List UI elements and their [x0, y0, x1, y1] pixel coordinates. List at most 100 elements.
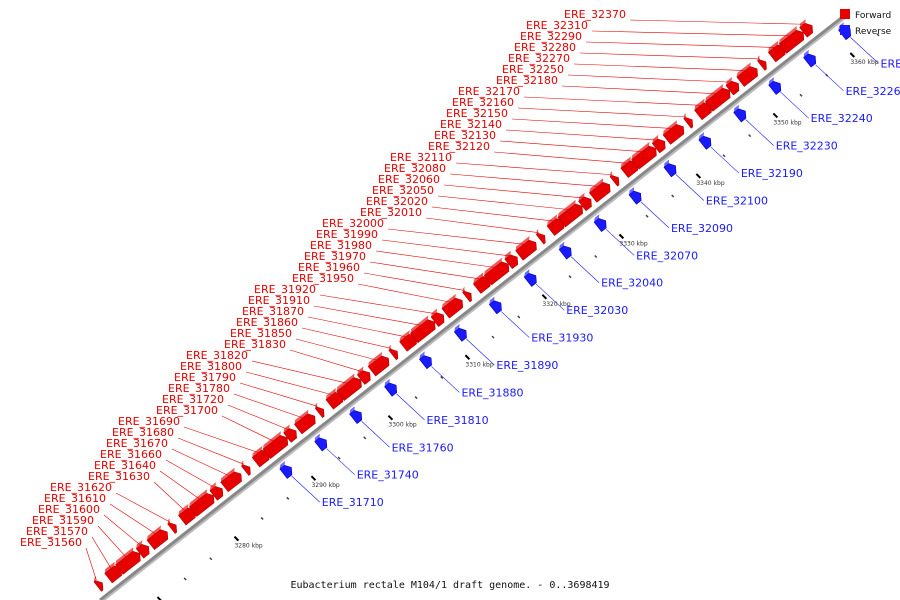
forward-gene-block [620, 156, 639, 178]
forward-gene-block [725, 76, 740, 96]
forward-label-leader [567, 74, 731, 83]
forward-gene-label: ERE_32060 [378, 173, 440, 186]
reverse-label-leader [640, 201, 670, 229]
forward-label-leader [109, 503, 156, 534]
forward-label-leader [573, 63, 746, 71]
reverse-gene-block [419, 351, 432, 370]
forward-gene-block [367, 351, 390, 377]
forward-gene-label: ERE_32140 [440, 118, 502, 131]
forward-label-leader [437, 195, 569, 210]
forward-gene-label: ERE_32120 [428, 140, 490, 153]
forward-gene-block [430, 308, 445, 327]
reverse-label-leader [431, 366, 460, 393]
forward-gene-label: ERE_31570 [26, 525, 88, 538]
reverse-label-leader [536, 283, 565, 311]
forward-label-leader [505, 129, 657, 141]
forward-gene-label: ERE_32290 [520, 30, 582, 43]
strand-legend: Forward Reverse [840, 9, 892, 37]
forward-gene-label: ERE_31970 [304, 250, 366, 263]
reverse-gene-block [628, 186, 642, 205]
forward-gene-label: ERE_31590 [32, 514, 94, 527]
forward-gene-label: ERE_31980 [310, 239, 372, 252]
reverse-gene-label: ERE_32190 [741, 167, 803, 180]
axis-minor-tick [414, 396, 418, 400]
forward-label-leader [227, 404, 289, 430]
reverse-label-leader [675, 174, 705, 201]
legend-forward-label: Forward [855, 11, 891, 21]
forward-label-leader [443, 184, 583, 199]
forward-label-leader [233, 393, 303, 419]
forward-gene-label: ERE_32020 [366, 195, 428, 208]
axis-tick-label: 3290 kbp [311, 482, 339, 489]
forward-gene-block [683, 113, 694, 129]
forward-gene-block [167, 518, 177, 534]
reverse-label-leader [291, 475, 320, 503]
forward-gene-label: ERE_32080 [384, 162, 446, 175]
forward-label-leader [387, 228, 524, 245]
forward-label-leader [449, 173, 598, 187]
forward-gene-block [462, 286, 472, 303]
forward-gene-label: ERE_32180 [496, 74, 558, 87]
reverse-gene-block [384, 378, 398, 397]
reverse-gene-label: ERE_32230 [776, 140, 838, 153]
reverse-gene-label: ERE_32090 [671, 222, 733, 235]
forward-gene-label: ERE_31780 [168, 382, 230, 395]
reverse-gene-label: ERE_31710 [322, 496, 384, 509]
forward-gene-block [336, 373, 362, 402]
reverse-label-leader [326, 448, 355, 475]
forward-gene-block [441, 293, 464, 319]
reverse-label-leader [501, 311, 530, 338]
forward-gene-block [93, 576, 104, 592]
reverse-gene-label: ERE_32030 [566, 304, 628, 317]
forward-gene-label: ERE_31960 [298, 261, 360, 274]
reverse-gene-label: ERE_32100 [706, 194, 768, 207]
forward-gene-label: ERE_32050 [372, 184, 434, 197]
forward-label-leader [499, 140, 642, 152]
forward-gene-block [283, 424, 297, 443]
axis-tick-label: 3300 kbp [388, 422, 416, 429]
reverse-label-leader [815, 64, 844, 92]
forward-gene-block [694, 98, 712, 121]
forward-gene-label: ERE_31680 [112, 426, 174, 439]
forward-gene-label: ERE_31870 [242, 305, 304, 318]
forward-label-leader [431, 206, 554, 222]
reverse-gene-block [314, 433, 328, 452]
forward-gene-block [399, 330, 417, 352]
forward-label-leader [523, 96, 701, 106]
axis-tick [849, 52, 856, 58]
genome-axis [99, 13, 848, 600]
reverse-gene-label: ERE_31740 [357, 469, 419, 482]
axis-minor-tick [799, 93, 803, 97]
forward-label-leader [177, 437, 244, 465]
forward-gene-block [410, 315, 436, 344]
forward-label-leader [561, 85, 716, 95]
reverse-label-leader [396, 393, 425, 421]
forward-gene-label: ERE_31660 [100, 448, 162, 461]
forward-gene-block [631, 141, 657, 170]
forward-label-leader [91, 536, 112, 569]
forward-gene-label: ERE_31920 [254, 283, 316, 296]
axis-minor-tick [491, 335, 495, 339]
forward-gene-block [515, 236, 537, 261]
axis-minor-tick [260, 516, 264, 520]
forward-label-leader [239, 382, 318, 407]
forward-gene-label: ERE_32150 [446, 107, 508, 120]
legend-forward-swatch [840, 9, 850, 19]
axis-tick [541, 294, 548, 300]
forward-label-leader [455, 162, 613, 176]
forward-gene-label: ERE_31610 [44, 492, 106, 505]
forward-gene-block [115, 547, 141, 575]
axis-minor-tick [440, 375, 444, 379]
forward-label-leader [245, 371, 333, 396]
axis-minor-tick [517, 315, 521, 319]
axis-tick [233, 535, 240, 542]
forward-label-leader [251, 360, 348, 384]
reverse-gene-block [558, 241, 572, 260]
forward-gene-label: ERE_32170 [458, 85, 520, 98]
reverse-label-leader [710, 146, 740, 174]
forward-gene-label: ERE_31860 [236, 316, 298, 329]
reverse-label-leader [745, 119, 774, 146]
axis-minor-tick [594, 254, 598, 259]
